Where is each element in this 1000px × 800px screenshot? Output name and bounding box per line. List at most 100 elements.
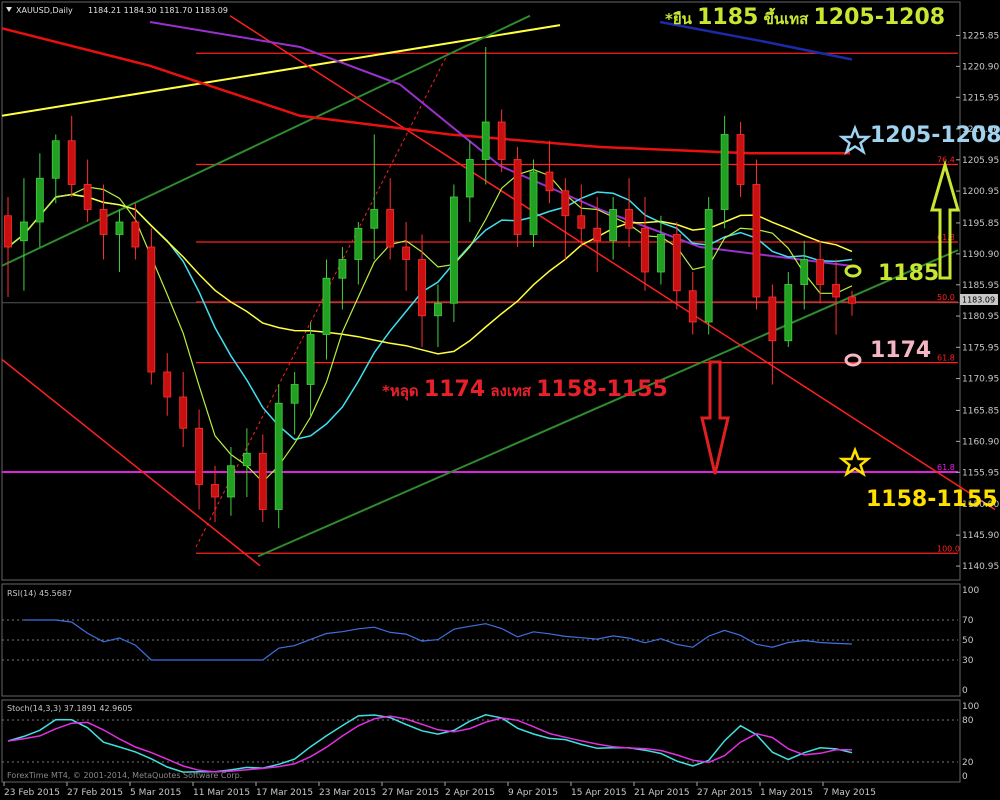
x-tick-label: 23 Feb 2015	[4, 788, 60, 798]
candle-body	[497, 121, 506, 160]
trendline-green-upper	[1, 14, 531, 267]
candle-body	[625, 209, 633, 229]
label-1158-1155: 1158-1155	[866, 487, 998, 512]
x-tick-label: 21 Apr 2015	[634, 788, 690, 798]
y-tick-label: 1185.95	[962, 281, 999, 291]
candle-body	[338, 259, 347, 279]
label-1205-1208: 1205-1208	[870, 123, 1000, 148]
trendline-red-lower	[1, 358, 261, 567]
y-tick-label: 1140.95	[962, 562, 999, 572]
annotation-top-part4: 1205-1208	[813, 5, 945, 30]
candle-body	[195, 427, 203, 485]
candle-body	[35, 177, 44, 223]
candle-body	[434, 302, 442, 317]
rsi-label: RSI(14) 45.5687	[7, 589, 72, 598]
rsi-axis-label: 70	[962, 616, 974, 626]
candle-body	[354, 227, 363, 260]
rsi-indicator: 100 70 50 30 0	[2, 586, 979, 696]
candle-body	[800, 259, 809, 285]
y-tick-label: 1175.95	[962, 343, 999, 353]
annotation-bottom-part3: ลงเทส	[485, 382, 536, 400]
rsi-axis-label: 100	[962, 586, 979, 596]
candle-body	[211, 484, 219, 498]
candle-body	[609, 209, 618, 242]
y-tick-label: 1160.90	[962, 437, 999, 447]
annotation-top-part3: ขึ้นเทส	[758, 7, 813, 28]
candle-body	[258, 452, 267, 510]
candle-body	[386, 209, 395, 248]
x-tick-label: 15 Apr 2015	[571, 788, 627, 798]
main-panel-frame	[1, 1, 961, 581]
candle-body	[832, 284, 840, 298]
y-tick-label: 1210.90	[962, 125, 999, 135]
rsi-panel-frame	[1, 583, 961, 697]
down-arrow-icon	[700, 360, 730, 475]
y-tick-label: 1200.95	[962, 187, 999, 197]
candle-body	[99, 209, 108, 235]
annotation-top-part2: 1185	[697, 5, 758, 30]
up-arrow-icon	[930, 159, 960, 280]
stoch-k-line	[7, 714, 853, 773]
candle-body	[513, 159, 522, 235]
y-tick-label: 1195.85	[962, 219, 999, 229]
fib-level-label: 61.8	[937, 463, 955, 472]
x-tick-label: 27 Feb 2015	[67, 788, 123, 798]
candle-body	[688, 290, 697, 323]
y-tick-label: 1205.95	[962, 156, 999, 166]
candle-body	[672, 234, 681, 292]
candle-body	[322, 277, 331, 335]
candle-body	[147, 246, 156, 373]
candle-body	[227, 465, 235, 498]
candle-body	[704, 209, 713, 323]
stochastic-indicator: 100 80 20 0	[2, 702, 979, 782]
annotation-top-part1: *ยืน	[665, 10, 697, 28]
candlesticks	[4, 47, 856, 529]
fib-level-label: 61.8	[937, 233, 955, 242]
stoch-d-line	[7, 715, 852, 773]
moving-averages	[1, 20, 853, 483]
x-tick-label: 27 Apr 2015	[697, 788, 753, 798]
fib-level-label: 76.4	[937, 156, 955, 165]
label-1174: 1174	[870, 338, 931, 363]
candle-body	[768, 296, 777, 342]
stoch-panel-frame	[1, 699, 961, 783]
symbol-marker-icon	[6, 7, 12, 12]
x-tick-label: 17 Mar 2015	[256, 788, 313, 798]
candle-body	[370, 209, 379, 229]
annotation-top: *ยืน 1185 ขึ้นเทส 1205-1208	[665, 5, 945, 30]
y-tick-label: 1225.85	[962, 31, 999, 41]
x-tick-label: 5 Mar 2015	[130, 788, 181, 798]
trendline-red-dotted	[195, 53, 449, 548]
candle-body	[720, 134, 729, 210]
x-tick-label: 23 Mar 2015	[319, 788, 376, 798]
fib-level-label: 61.8	[937, 354, 955, 363]
x-tick-label: 7 May 2015	[823, 788, 876, 798]
x-tick-label: 9 Apr 2015	[508, 788, 558, 798]
time-axis: 23 Feb 2015 27 Feb 2015 5 Mar 2015 11 Mar 2…	[3, 782, 876, 798]
trendline-green-lower	[257, 249, 959, 558]
candle-body	[816, 259, 825, 285]
ma-blue-line	[659, 20, 853, 61]
rsi-axis-label: 0	[962, 686, 968, 696]
rsi-axis-label: 50	[962, 636, 974, 646]
candle-body	[593, 227, 602, 242]
candle-body	[784, 284, 793, 342]
y-tick-label: 1220.90	[962, 62, 999, 72]
y-tick-label: 1215.95	[962, 93, 999, 103]
marker-1185-icon	[844, 264, 862, 278]
candle-body	[179, 396, 188, 429]
fibonacci-levels: 76.4 61.8 50.0 61.8 61.8 100.0	[2, 52, 960, 554]
stoch-axis-label: 100	[962, 702, 979, 712]
annotation-bottom-part2: 1174	[424, 377, 485, 402]
candle-body	[115, 221, 124, 235]
trendlines	[1, 14, 996, 567]
symbol-label: XAUUSD,Daily	[16, 6, 73, 15]
rsi-line	[23, 619, 853, 661]
y-tick-label: 1150.90	[962, 500, 999, 510]
candle-body	[529, 171, 538, 235]
candle-body	[242, 452, 251, 467]
ohlc-label: 1184.21 1184.30 1181.70 1183.09	[88, 6, 228, 15]
annotation-bottom: *หลุด 1174 ลงเทส 1158-1155	[382, 377, 668, 402]
